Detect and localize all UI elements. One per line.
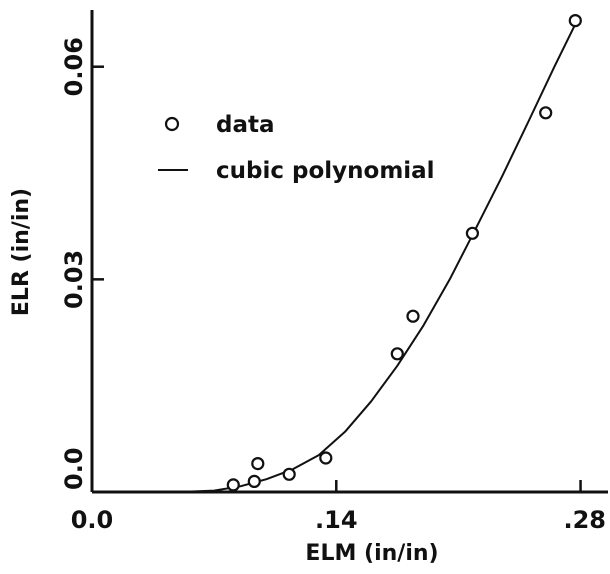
legend: data cubic polynomial (158, 112, 435, 184)
axes (90, 10, 608, 494)
y-tick-label: 0.06 (60, 37, 88, 96)
data-point (251, 457, 265, 471)
cubic-polynomial-line (92, 20, 578, 493)
legend-marker-data (164, 116, 180, 132)
data-point (226, 478, 240, 492)
y-tick-label: 0.0 (60, 447, 88, 490)
ticks (90, 65, 582, 494)
tick-labels: 0.0 .14 .28 0.0 0.03 0.06 (60, 37, 606, 534)
data-point (319, 451, 333, 465)
x-axis-title: ELM (in/in) (305, 541, 438, 566)
data-point (465, 226, 479, 240)
data-point (568, 14, 582, 28)
y-axis-title: ELR (in/in) (9, 188, 34, 316)
legend-label-data: data (216, 112, 275, 138)
data-point (282, 467, 296, 481)
x-tick-label: 0.0 (71, 506, 114, 534)
x-tick-label: .14 (315, 506, 358, 534)
x-tick-label: .28 (563, 506, 606, 534)
data-point (247, 474, 261, 488)
legend-label-cubic: cubic polynomial (216, 158, 435, 184)
data-point (539, 106, 553, 120)
y-tick-label: 0.03 (60, 250, 88, 309)
data-point (390, 347, 404, 361)
data-point (406, 309, 420, 323)
data-points-layer (226, 14, 582, 492)
cubic-polynomial-layer (92, 20, 578, 493)
